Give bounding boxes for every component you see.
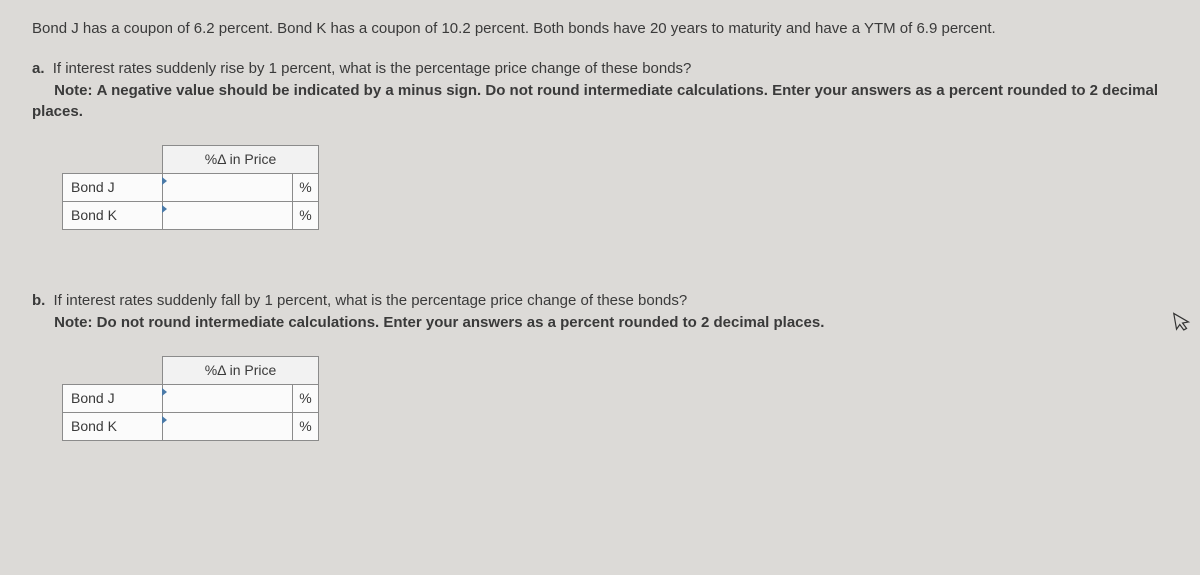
table-corner [63, 356, 163, 384]
table-a: %Δ in Price Bond J % Bond K % [62, 145, 1176, 230]
row-label-bond-k: Bond K [63, 412, 163, 440]
table-corner [63, 146, 163, 174]
bond-j-rise-input[interactable] [163, 174, 292, 201]
unit-label: % [293, 412, 319, 440]
unit-label: % [293, 202, 319, 230]
edit-marker-icon [162, 205, 167, 213]
bond-k-rise-input[interactable] [163, 202, 292, 229]
table-b: %Δ in Price Bond J % Bond K % [62, 356, 1176, 441]
problem-intro: Bond J has a coupon of 6.2 percent. Bond… [32, 18, 1162, 40]
edit-marker-icon [162, 416, 167, 424]
table-header: %Δ in Price [163, 356, 319, 384]
table-row: Bond J % [63, 174, 319, 202]
bond-j-fall-input[interactable] [163, 385, 292, 412]
part-a-label: a. [32, 60, 45, 77]
part-a: a. If interest rates suddenly rise by 1 … [32, 58, 1176, 123]
table-row: Bond K % [63, 202, 319, 230]
part-b: b. If interest rates suddenly fall by 1 … [32, 290, 1176, 334]
part-b-note-text: Do not round intermediate calculations. … [97, 314, 825, 331]
table-row: Bond K % [63, 412, 319, 440]
row-label-bond-j: Bond J [63, 384, 163, 412]
edit-marker-icon [162, 388, 167, 396]
input-cell-bond-j-a [163, 174, 293, 202]
bond-k-fall-input[interactable] [163, 413, 292, 440]
part-a-note-text: A negative value should be indicated by … [32, 82, 1158, 121]
part-a-note-label: Note: [54, 82, 92, 99]
unit-label: % [293, 174, 319, 202]
row-label-bond-j: Bond J [63, 174, 163, 202]
table-header: %Δ in Price [163, 146, 319, 174]
part-b-label: b. [32, 292, 45, 309]
cursor-icon [1171, 309, 1194, 343]
part-b-question: If interest rates suddenly fall by 1 per… [54, 292, 688, 309]
input-cell-bond-k-b [163, 412, 293, 440]
input-cell-bond-j-b [163, 384, 293, 412]
row-label-bond-k: Bond K [63, 202, 163, 230]
part-b-note-label: Note: [54, 314, 92, 331]
edit-marker-icon [162, 177, 167, 185]
table-row: Bond J % [63, 384, 319, 412]
part-a-question: If interest rates suddenly rise by 1 per… [53, 60, 692, 77]
unit-label: % [293, 384, 319, 412]
input-cell-bond-k-a [163, 202, 293, 230]
